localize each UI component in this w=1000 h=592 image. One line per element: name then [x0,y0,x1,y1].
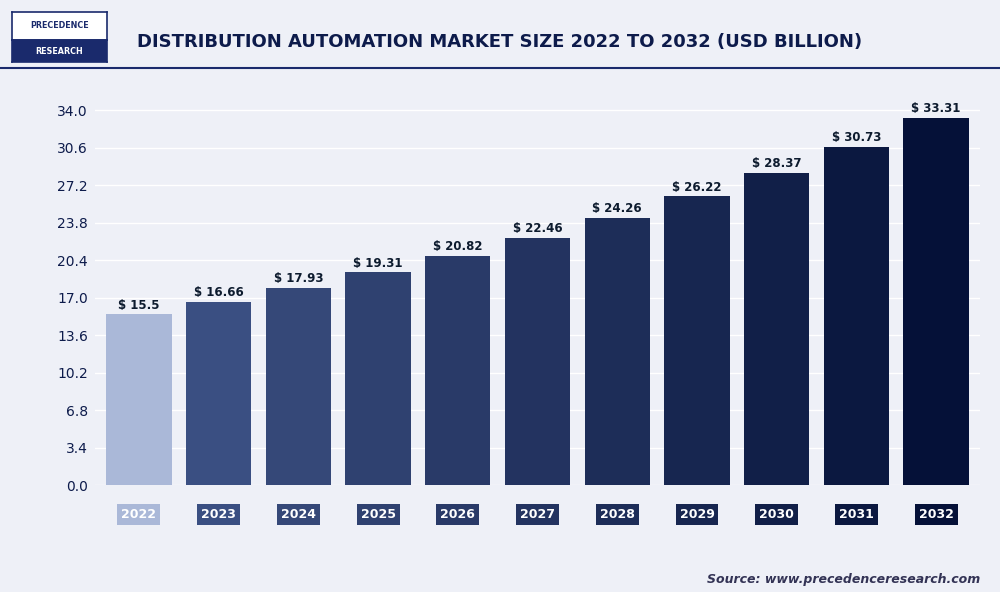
Bar [903,118,969,485]
Text: $ 30.73: $ 30.73 [832,131,881,144]
Bar [824,146,889,485]
Text: $ 22.46: $ 22.46 [513,222,562,235]
Bar [186,302,251,485]
Text: $ 24.26: $ 24.26 [592,202,642,215]
Text: $ 17.93: $ 17.93 [274,272,323,285]
Text: $ 28.37: $ 28.37 [752,157,801,170]
Text: 2027: 2027 [520,507,555,520]
Text: DISTRIBUTION AUTOMATION MARKET SIZE 2022 TO 2032 (USD BILLION): DISTRIBUTION AUTOMATION MARKET SIZE 2022… [137,33,863,50]
Text: 2028: 2028 [600,507,635,520]
Text: 2023: 2023 [201,507,236,520]
Bar [664,197,730,485]
Text: 2025: 2025 [361,507,396,520]
Text: 2030: 2030 [759,507,794,520]
Text: $ 15.5: $ 15.5 [118,299,160,312]
Text: 2024: 2024 [281,507,316,520]
Text: $ 19.31: $ 19.31 [353,257,403,270]
Bar [266,288,331,485]
Bar [744,172,809,485]
Bar [505,238,570,485]
Bar [106,314,172,485]
Bar [425,256,490,485]
Text: 2029: 2029 [680,507,714,520]
Bar [345,272,411,485]
Text: PRECEDENCE: PRECEDENCE [30,21,89,30]
Text: $ 20.82: $ 20.82 [433,240,483,253]
Text: 2026: 2026 [440,507,475,520]
Text: $ 26.22: $ 26.22 [672,181,722,194]
Text: 2031: 2031 [839,507,874,520]
Text: Source: www.precedenceresearch.com: Source: www.precedenceresearch.com [707,573,980,586]
Text: $ 16.66: $ 16.66 [194,286,243,299]
Text: $ 33.31: $ 33.31 [911,102,961,115]
Text: 2032: 2032 [919,507,954,520]
Bar [585,218,650,485]
Text: 2022: 2022 [121,507,156,520]
Text: RESEARCH: RESEARCH [36,47,83,56]
